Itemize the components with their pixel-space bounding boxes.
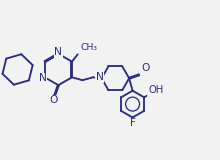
Text: O: O xyxy=(49,95,57,105)
Text: F: F xyxy=(130,118,136,128)
Text: N: N xyxy=(96,72,104,82)
Text: O: O xyxy=(141,63,150,73)
Text: N: N xyxy=(38,73,46,83)
Text: OH: OH xyxy=(149,85,164,95)
Text: N: N xyxy=(54,48,62,57)
Text: CH₃: CH₃ xyxy=(80,44,97,52)
